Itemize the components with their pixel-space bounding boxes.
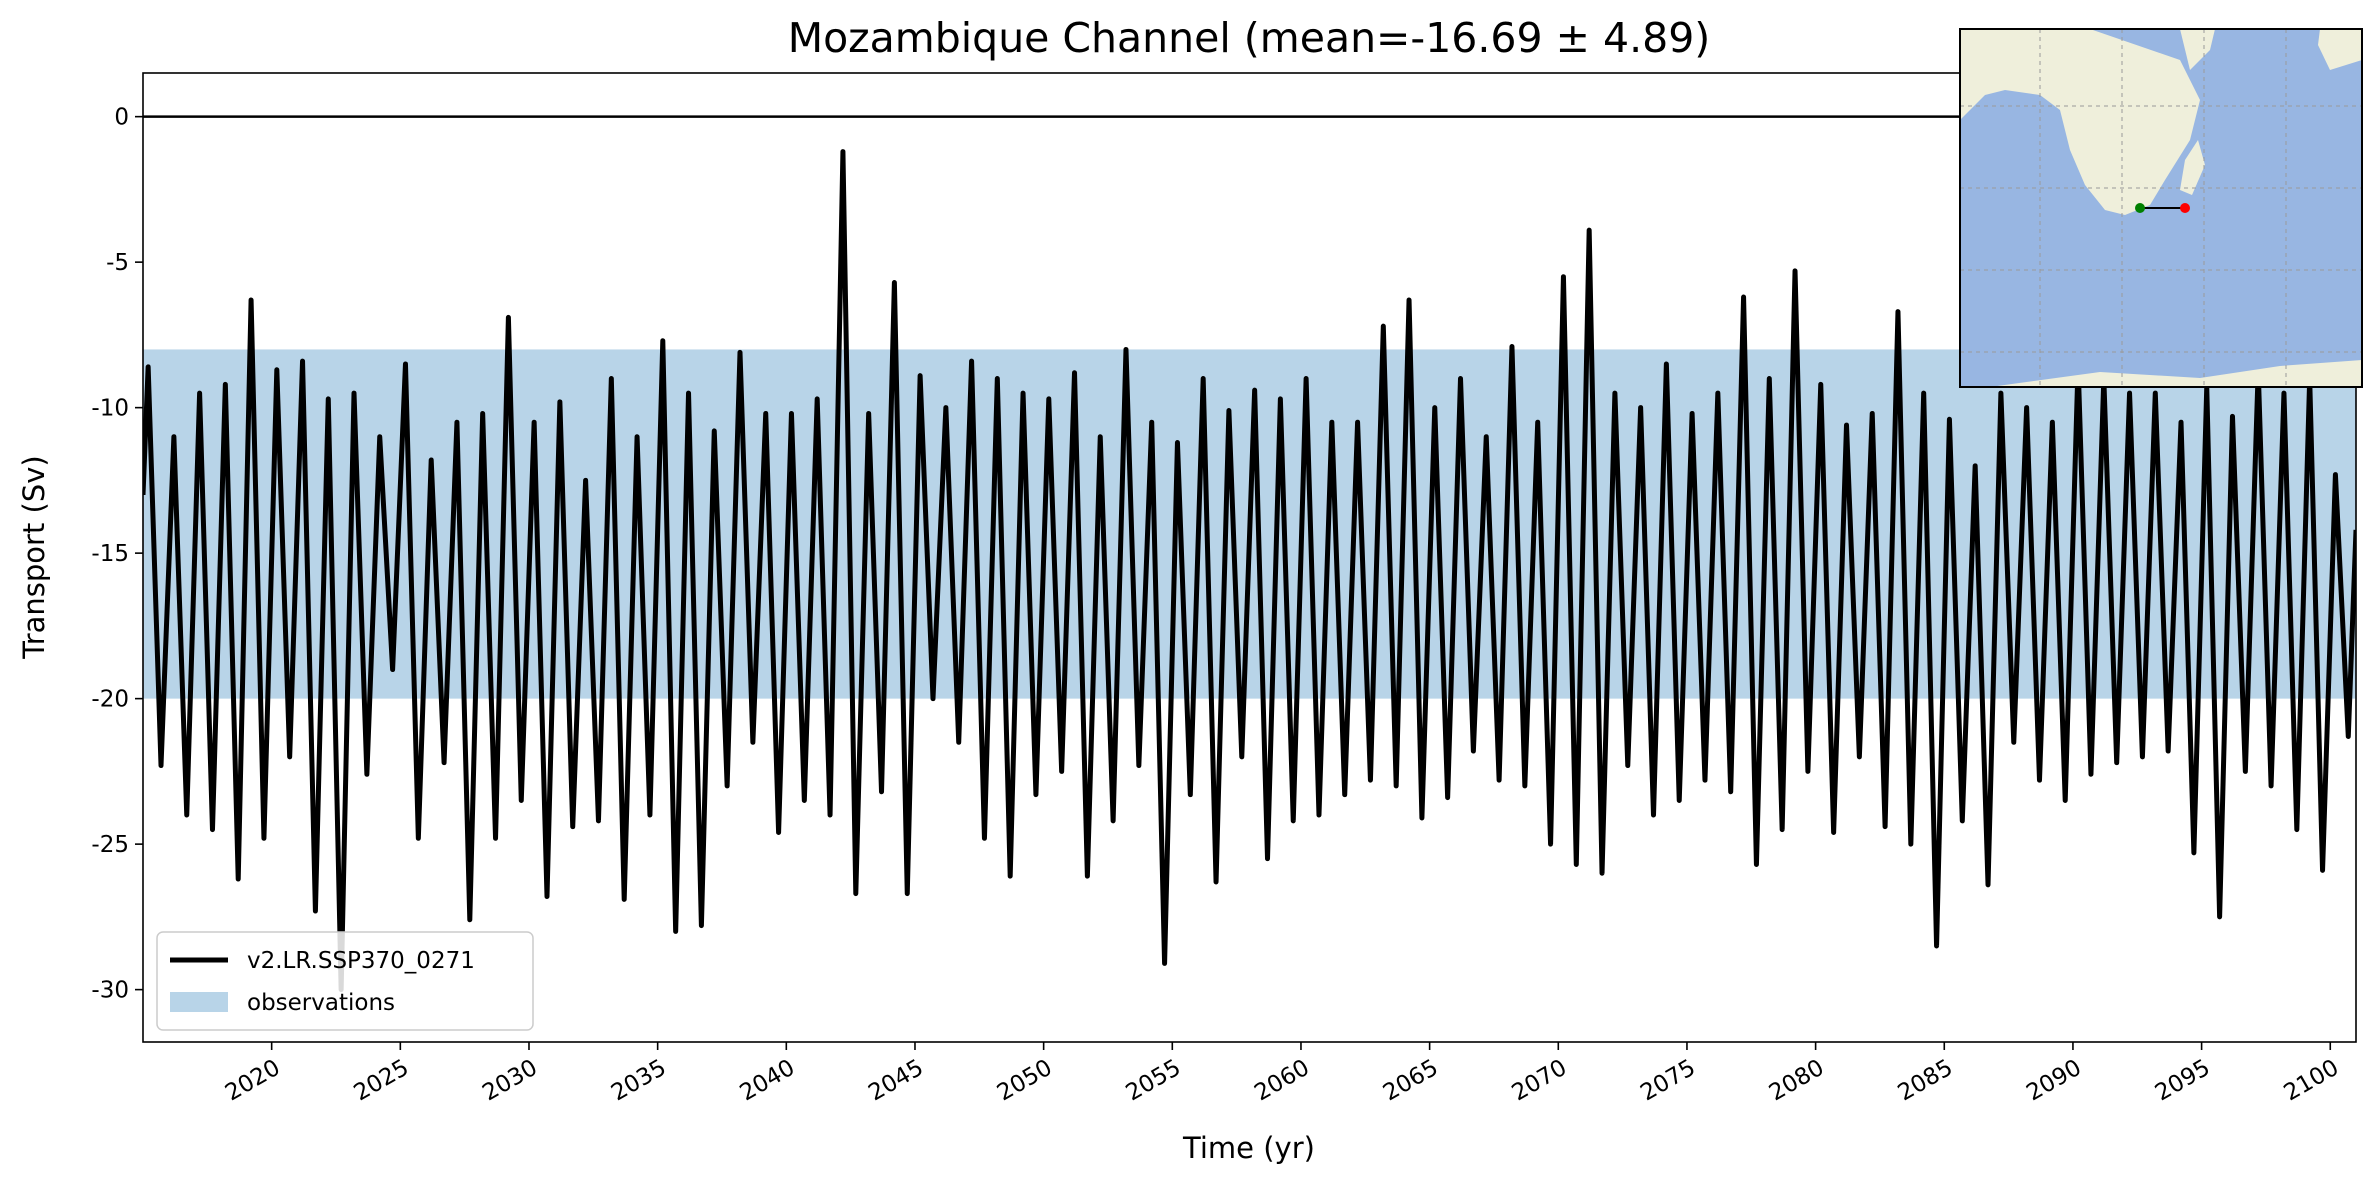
y-axis-label: Transport (Sv) xyxy=(17,455,51,660)
map-land xyxy=(1990,360,2362,387)
x-tick-label: 2055 xyxy=(1122,1055,1186,1107)
y-tick-label: -5 xyxy=(106,250,129,276)
legend-swatch xyxy=(170,992,228,1012)
x-tick-label: 2050 xyxy=(993,1055,1057,1107)
plot-area: 0 -5 -10 -15 -20 -25 -30 2020 2025 2030 2035 2040 20… xyxy=(91,72,2357,1107)
y-tick-label: -20 xyxy=(91,687,129,713)
map-graticule xyxy=(1960,29,2362,387)
x-tick-label: 2065 xyxy=(1379,1055,1443,1107)
x-tick-label: 2035 xyxy=(607,1055,671,1107)
y-tick-label: -15 xyxy=(91,541,129,567)
x-tick-label: 2030 xyxy=(478,1055,542,1107)
x-tick-label: 2060 xyxy=(1250,1055,1314,1107)
legend: v2.LR.SSP370_0271 observations xyxy=(156,931,534,1031)
x-tick-label: 2040 xyxy=(736,1055,800,1107)
y-tick-label: -10 xyxy=(91,396,129,422)
x-tick-label: 2075 xyxy=(1636,1055,1700,1107)
y-tick-label: 0 xyxy=(114,105,129,131)
map-land xyxy=(1960,29,2200,215)
x-tick-label: 2020 xyxy=(221,1055,285,1107)
axes-frame xyxy=(142,72,2357,1043)
map-land xyxy=(2180,140,2205,195)
x-tick-label: 2045 xyxy=(864,1055,928,1107)
x-tick-label: 2080 xyxy=(1765,1055,1829,1107)
x-tick-label: 2070 xyxy=(1508,1055,1572,1107)
y-tick-label: -25 xyxy=(91,832,129,858)
chart-title: Mozambique Channel (mean=-16.69 ± 4.89) xyxy=(788,14,1711,62)
map-frame xyxy=(1959,28,2363,388)
map-section-end xyxy=(2180,203,2190,213)
legend-label: v2.LR.SSP370_0271 xyxy=(247,948,475,974)
x-tick-label: 2025 xyxy=(350,1055,414,1107)
map-land xyxy=(2318,29,2362,70)
map-section-start xyxy=(2135,203,2145,213)
y-tick-label: -30 xyxy=(91,978,129,1004)
map-land xyxy=(2180,29,2215,70)
legend-label: observations xyxy=(247,990,395,1016)
x-tick-label: 2100 xyxy=(2280,1055,2344,1107)
x-tick-label: 2095 xyxy=(2151,1055,2215,1107)
series-line xyxy=(143,149,2356,993)
x-tick-label: 2085 xyxy=(1894,1055,1958,1107)
legend-box xyxy=(156,931,534,1031)
x-axis-label: Time (yr) xyxy=(1182,1131,1315,1165)
inset-map xyxy=(1959,28,2363,388)
x-tick-label: 2090 xyxy=(2022,1055,2086,1107)
